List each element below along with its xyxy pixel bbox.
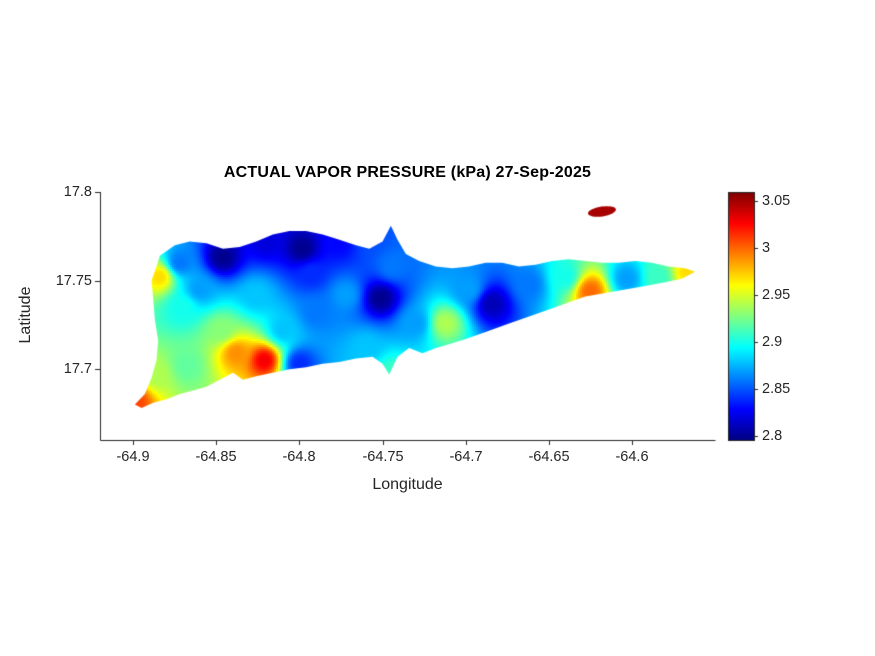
colorbar-tick-label: 2.85 bbox=[762, 381, 791, 397]
y-axis-label: Latitude bbox=[17, 286, 34, 344]
y-tick-label: 17.7 bbox=[63, 361, 92, 377]
chart-title: ACTUAL VAPOR PRESSURE (kPa) 27-Sep-2025 bbox=[223, 164, 592, 181]
colorbar-tick-label: 2.8 bbox=[762, 428, 783, 444]
x-tick-label: -64.6 bbox=[615, 449, 649, 465]
x-tick-label: -64.75 bbox=[362, 449, 404, 465]
colorbar-tick-label: 3 bbox=[762, 240, 771, 256]
x-tick-label: -64.85 bbox=[195, 449, 237, 465]
colorbar-tick-label: 2.95 bbox=[762, 287, 791, 303]
x-tick-label: -64.65 bbox=[528, 449, 570, 465]
y-tick-label: 17.75 bbox=[55, 273, 92, 289]
y-tick-label: 17.8 bbox=[63, 184, 92, 200]
colorbar-tick-label: 2.9 bbox=[762, 334, 783, 350]
x-tick-label: -64.8 bbox=[282, 449, 316, 465]
colorbar-tick-label: 3.05 bbox=[762, 193, 791, 209]
x-axis-label: Longitude bbox=[372, 476, 443, 493]
x-tick-label: -64.7 bbox=[449, 449, 483, 465]
x-tick-label: -64.9 bbox=[116, 449, 150, 465]
